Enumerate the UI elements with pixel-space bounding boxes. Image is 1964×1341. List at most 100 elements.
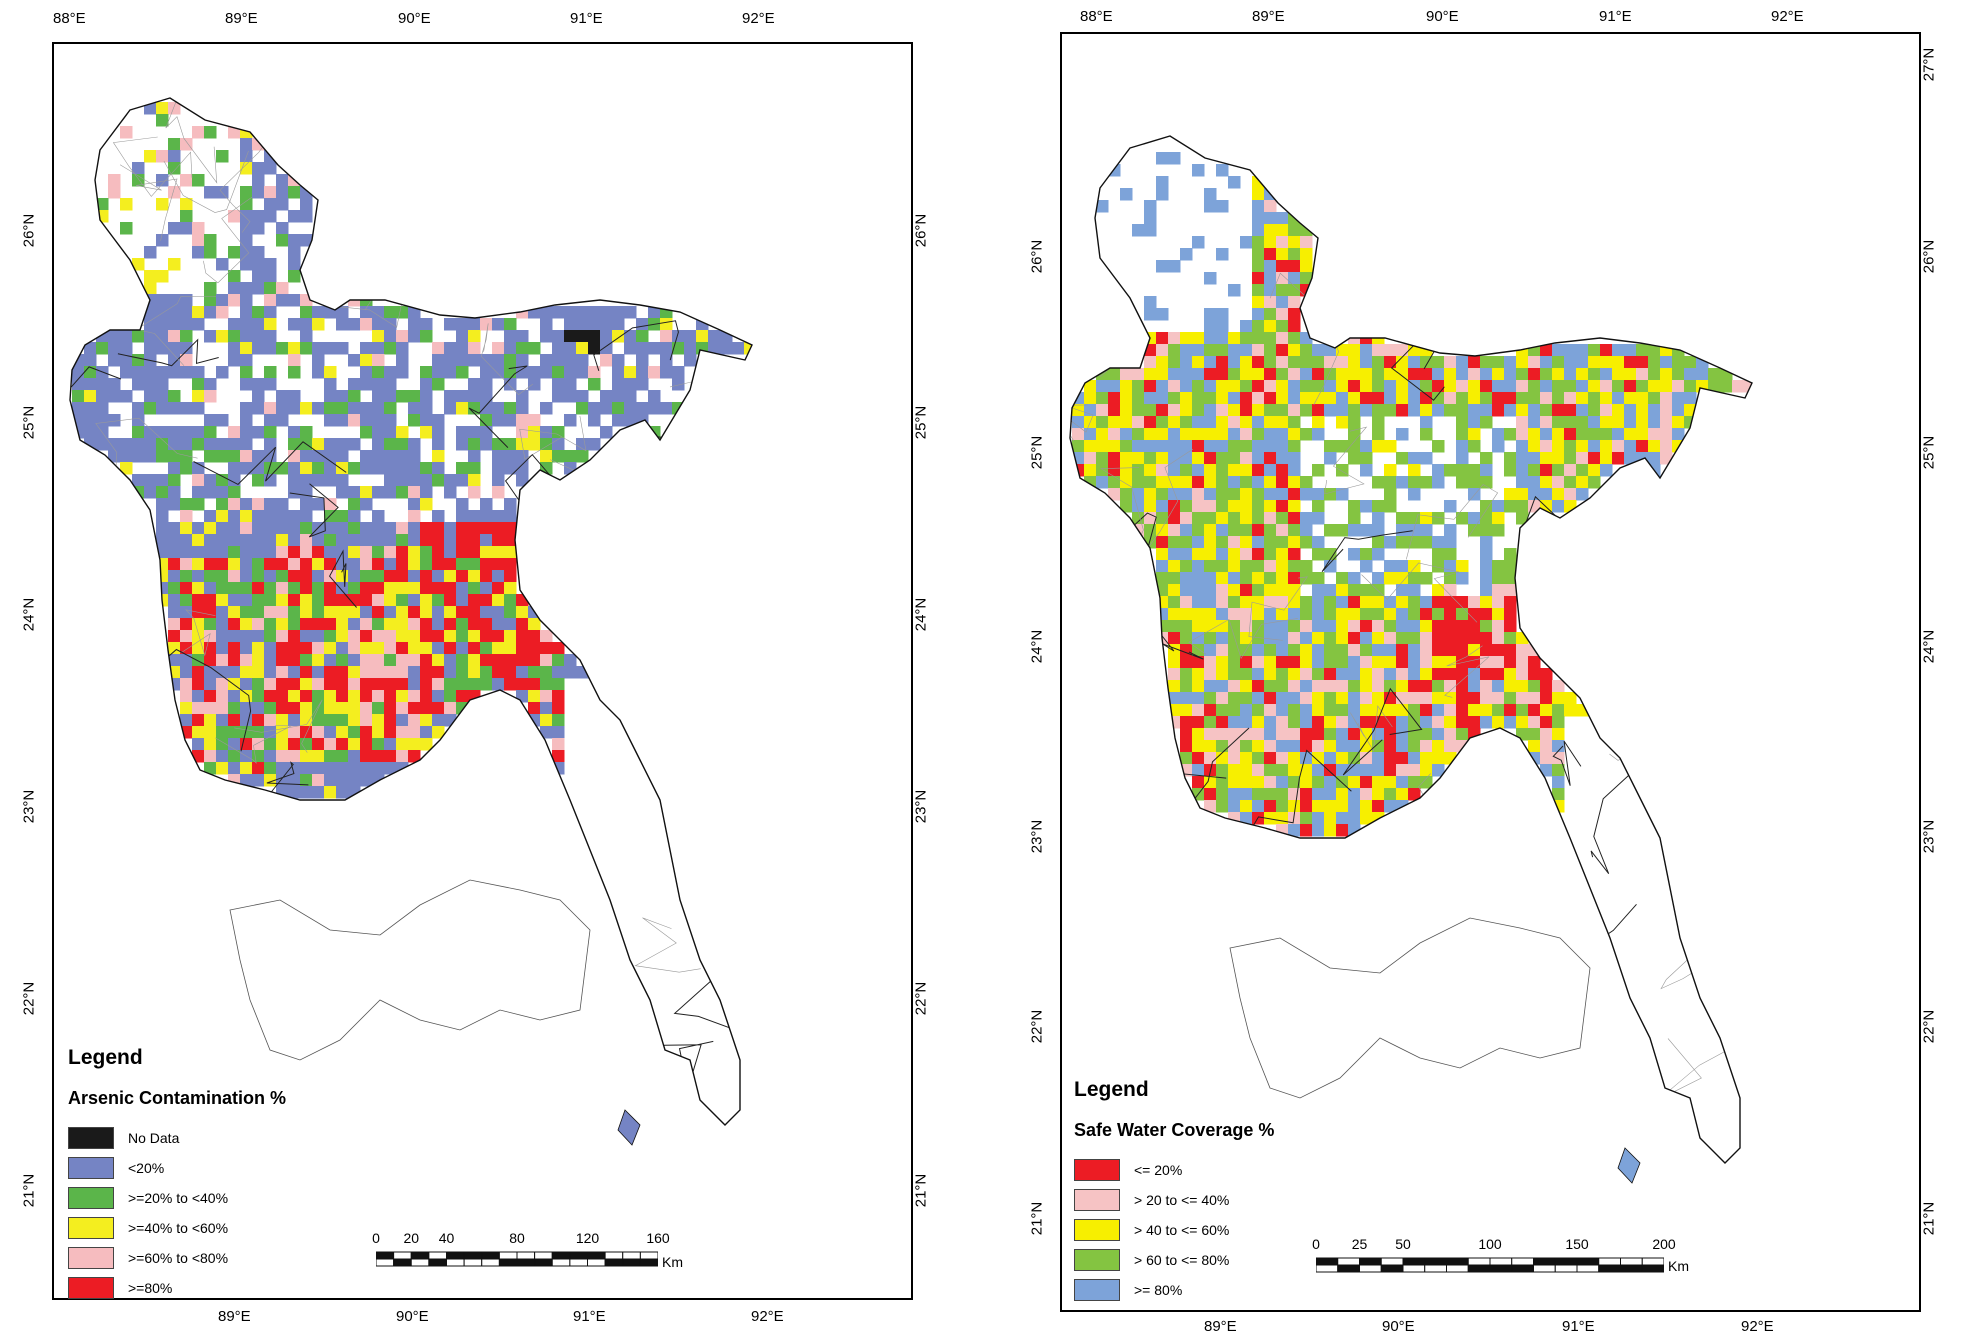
upazila-cell [432,534,445,547]
upazila-cell [1168,416,1181,429]
upazila-cell [492,654,505,667]
scale-segment [446,1258,465,1267]
upazila-cell [228,618,241,631]
upazila-cell [1540,728,1553,741]
upazila-cell [1108,380,1121,393]
upazila-cell [1564,428,1577,441]
upazila-cell [1324,404,1337,417]
upazila-cell [600,354,613,367]
upazila-cell [576,402,589,415]
upazila-cell [1312,620,1325,633]
upazila-cell [204,390,217,403]
upazila-cell [1564,440,1577,453]
upazila-cell [1312,596,1325,609]
upazila-cell [684,330,697,343]
upazila-cell [168,330,181,343]
upazila-cell [372,546,385,559]
upazila-cell [1672,416,1685,429]
upazila-cell [1348,668,1361,681]
upazila-cell [312,306,325,319]
upazila-cell [1216,764,1229,777]
boundary-line [234,699,323,753]
upazila-cell [1504,644,1517,657]
legend-item: >=40% to <60% [68,1213,286,1243]
upazila-cell [228,522,241,535]
upazila-cell [1264,392,1277,405]
boundary-line [1294,137,1360,187]
upazila-cell [336,750,349,763]
upazila-cell [468,474,481,487]
scale-segment [463,1251,483,1260]
upazila-cell [1528,716,1541,729]
upazila-cell [156,486,169,499]
upazila-cell [528,618,541,631]
upazila-cell [264,198,277,211]
upazila-cell [1648,380,1661,393]
upazila-cell [156,426,169,439]
upazila-cell [1312,824,1325,837]
upazila-cell [252,390,265,403]
upazila-cell [576,450,589,463]
upazila-cell [648,342,661,355]
upazila-cell [396,702,409,715]
upazila-cell [1072,392,1085,405]
upazila-cell [1468,680,1481,693]
upazila-cell [1720,380,1733,393]
upazila-cell [1372,692,1385,705]
upazila-cell [312,498,325,511]
upazila-cell [1264,632,1277,645]
upazila-cell [252,630,265,643]
upazila-cell [408,450,421,463]
upazila-cell [1384,356,1397,369]
upazila-cell [204,534,217,547]
upazila-cell [1216,308,1229,321]
upazila-cell [1408,740,1421,753]
upazila-cell [228,246,241,259]
upazila-cell [1540,392,1553,405]
upazila-cell [1576,392,1589,405]
upazila-cell [384,378,397,391]
upazila-cell [1360,524,1373,537]
upazila-cell [1120,500,1133,513]
upazila-cell [396,522,409,535]
scale-segment [1315,1257,1339,1266]
upazila-cell [420,426,433,439]
upazila-cell [1336,728,1349,741]
upazila-cell [1504,572,1517,585]
upazila-cell [420,378,433,391]
upazila-cell [288,786,301,799]
upazila-cell [420,582,433,595]
scale-segment [410,1258,430,1267]
upazila-cell [192,618,205,631]
upazila-cell [1192,452,1205,465]
upazila-cell [360,750,373,763]
upazila-cell [1396,584,1409,597]
upazila-cell [228,270,241,283]
upazila-cell [1564,368,1577,381]
upazila-cell [1480,704,1493,717]
upazila-cell [468,606,481,619]
upazila-cell [468,666,481,679]
upazila-cell [444,702,457,715]
upazila-cell [468,630,481,643]
scale-segment [1467,1264,1491,1273]
upazila-cell [360,378,373,391]
upazila-cell [1204,560,1217,573]
legend-title: Safe Water Coverage % [1074,1120,1275,1140]
boundary-line [1188,618,1298,660]
upazila-cell [168,450,181,463]
upazila-cell [216,726,229,739]
upazila-cell [144,402,157,415]
longitude-tick: 89°E [1204,1318,1237,1335]
upazila-cell [1504,368,1517,381]
upazila-cell [1168,332,1181,345]
upazila-cell [1468,656,1481,669]
upazila-cell [300,606,313,619]
upazila-cell [420,462,433,475]
legend-item: >=60% to <80% [68,1243,286,1273]
upazila-cell [1300,692,1313,705]
upazila-cell [1252,620,1265,633]
upazila-cell [1612,428,1625,441]
upazila-cell [1336,680,1349,693]
upazila-cell [540,678,553,691]
